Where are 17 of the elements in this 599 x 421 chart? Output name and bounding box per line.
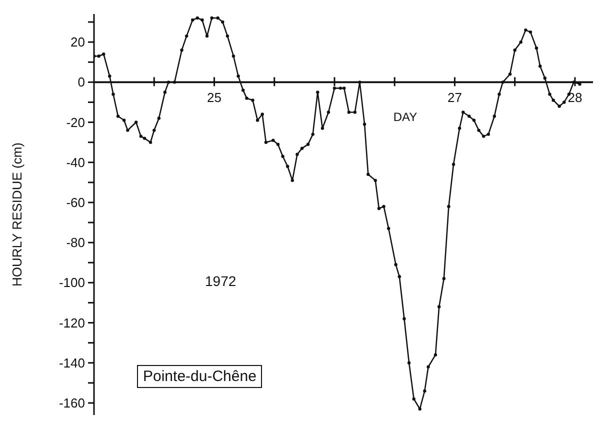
y-axis-title: HOURLY RESIDUE (cm): [10, 142, 25, 286]
annotation: Pointe-du-Chêne: [137, 365, 262, 388]
y-tick-label: -100: [58, 275, 85, 290]
y-tick-label: -120: [58, 315, 85, 330]
y-tick-label: -40: [66, 154, 85, 170]
x-tick-label: 27: [447, 90, 462, 106]
y-tick-label: -20: [66, 114, 85, 130]
y-tick-label: -140: [58, 355, 85, 370]
y-tick-label: -160: [58, 395, 85, 410]
y-tick-label: -80: [66, 235, 85, 250]
x-tick-label: 25: [207, 90, 222, 106]
x-axis-title: DAY: [393, 110, 418, 124]
x-tick-label: 28: [568, 90, 582, 106]
y-tick-label: 0: [78, 74, 85, 90]
y-tick-label: -60: [66, 194, 85, 210]
y-tick-label: 20: [70, 34, 85, 50]
annotation: 1972: [205, 273, 236, 289]
